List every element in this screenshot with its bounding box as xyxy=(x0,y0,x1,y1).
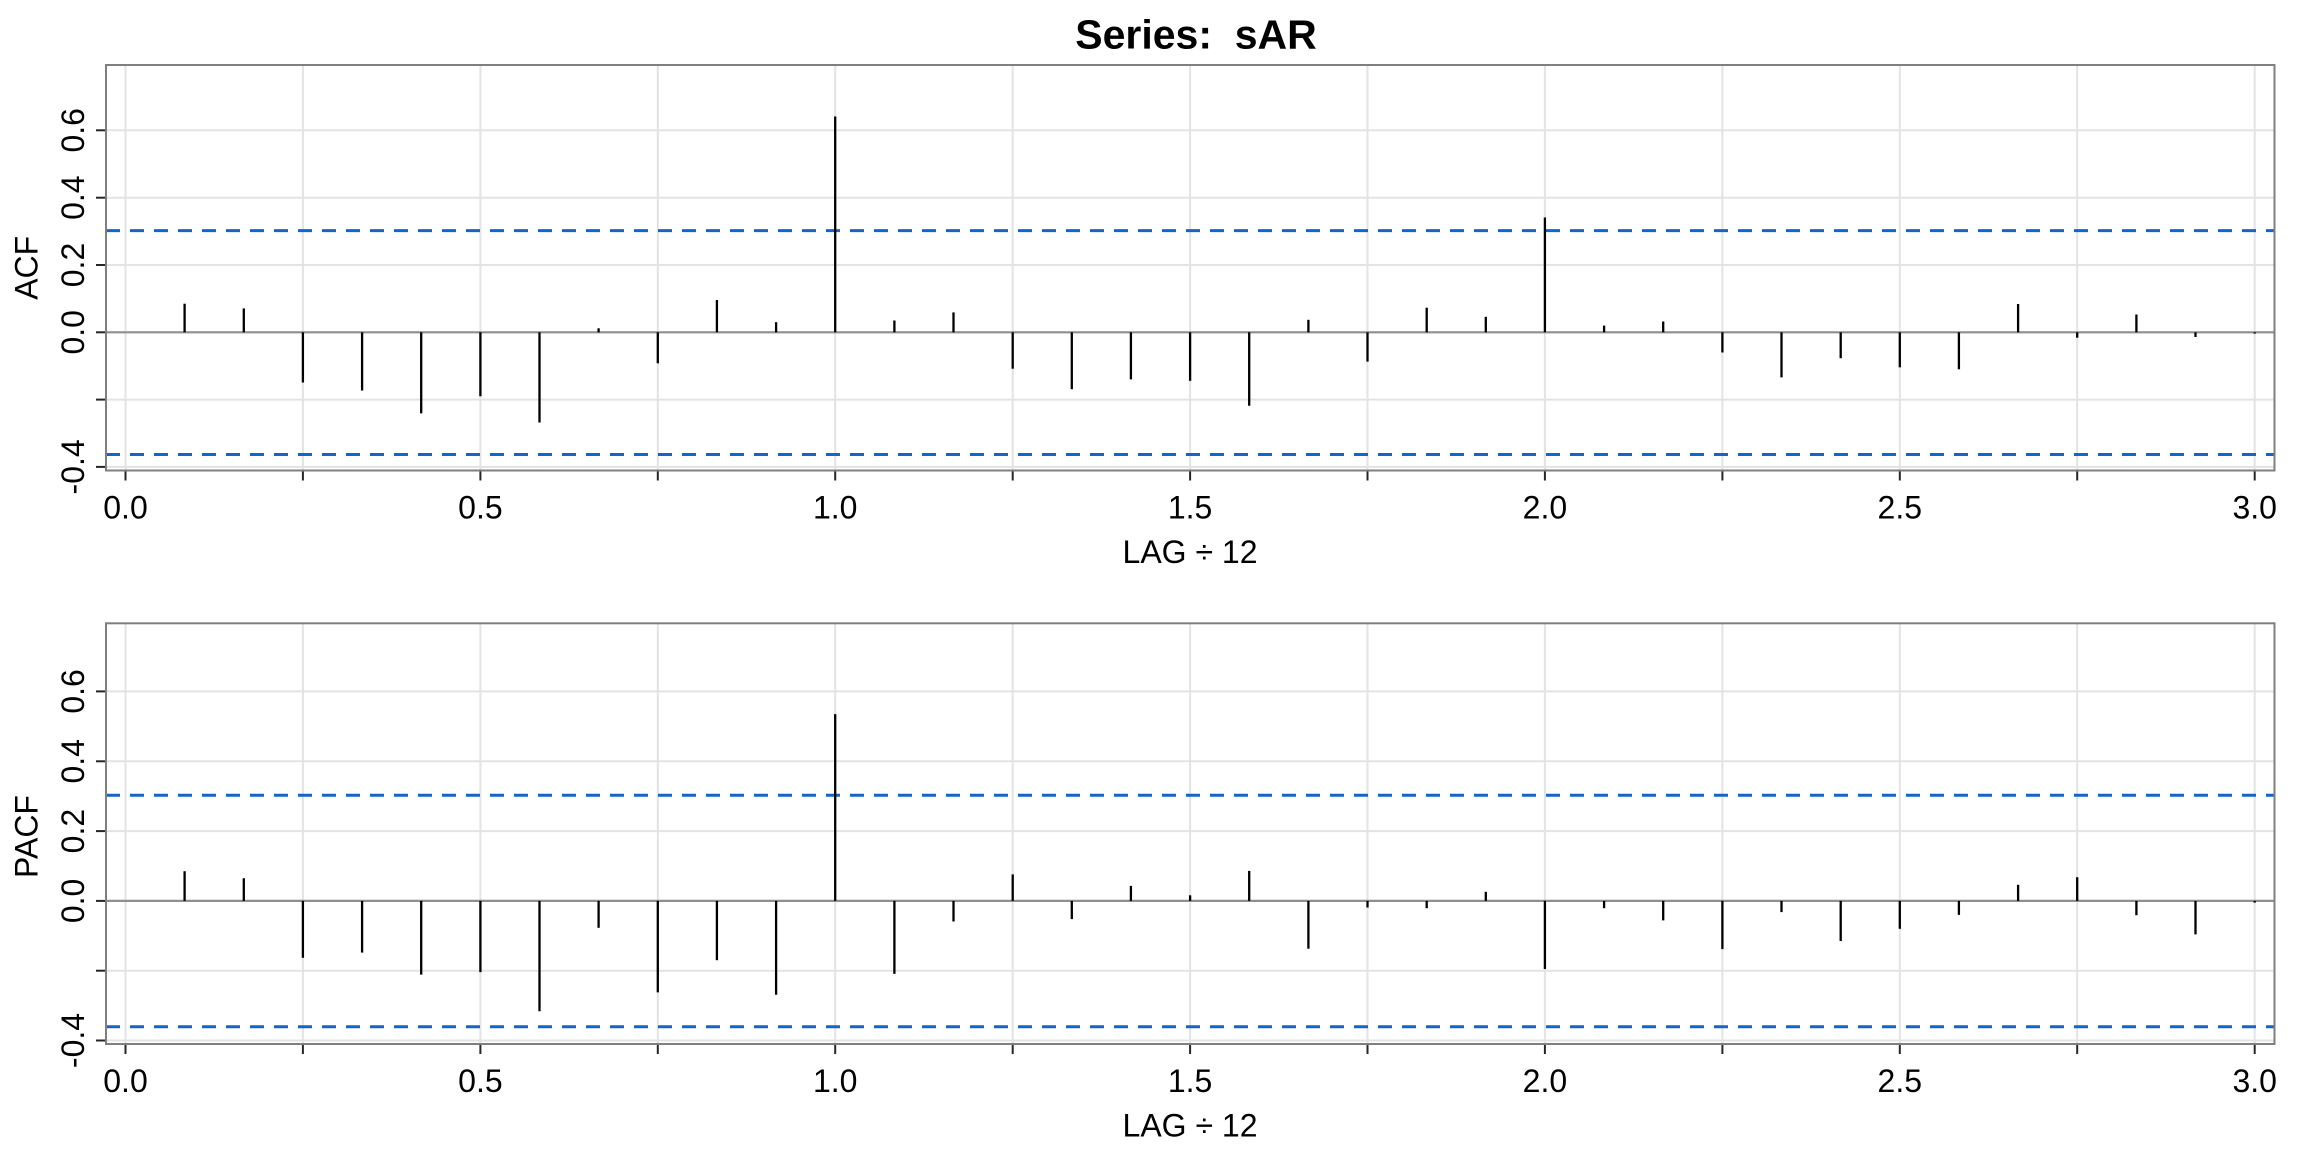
svg-text:0.0: 0.0 xyxy=(55,879,91,923)
svg-text:LAG ÷ 12: LAG ÷ 12 xyxy=(1123,534,1258,570)
svg-text:-0.4: -0.4 xyxy=(55,439,91,494)
svg-text:ACF: ACF xyxy=(9,236,45,300)
svg-text:0.5: 0.5 xyxy=(458,1063,502,1099)
svg-text:0.6: 0.6 xyxy=(55,669,91,713)
svg-text:3.0: 3.0 xyxy=(2232,489,2276,525)
svg-text:0.4: 0.4 xyxy=(55,739,91,783)
svg-text:2.5: 2.5 xyxy=(1878,489,1922,525)
svg-text:0.0: 0.0 xyxy=(103,1063,147,1099)
svg-text:1.0: 1.0 xyxy=(813,489,857,525)
svg-text:0.0: 0.0 xyxy=(55,310,91,354)
svg-text:0.6: 0.6 xyxy=(55,108,91,152)
svg-text:0.5: 0.5 xyxy=(458,489,502,525)
svg-text:0.2: 0.2 xyxy=(55,243,91,287)
svg-text:2.5: 2.5 xyxy=(1878,1063,1922,1099)
svg-text:3.0: 3.0 xyxy=(2232,1063,2276,1099)
svg-text:2.0: 2.0 xyxy=(1523,489,1567,525)
svg-text:1.5: 1.5 xyxy=(1168,489,1212,525)
svg-text:LAG ÷ 12: LAG ÷ 12 xyxy=(1123,1108,1258,1144)
svg-text:2.0: 2.0 xyxy=(1523,1063,1567,1099)
svg-text:0.4: 0.4 xyxy=(55,175,91,219)
svg-text:-0.4: -0.4 xyxy=(55,1013,91,1068)
svg-text:0.2: 0.2 xyxy=(55,809,91,853)
svg-text:1.5: 1.5 xyxy=(1168,1063,1212,1099)
svg-text:1.0: 1.0 xyxy=(813,1063,857,1099)
svg-text:PACF: PACF xyxy=(9,795,45,878)
svg-text:0.0: 0.0 xyxy=(103,489,147,525)
svg-text:Series: sAR: Series: sAR xyxy=(1075,12,1317,58)
